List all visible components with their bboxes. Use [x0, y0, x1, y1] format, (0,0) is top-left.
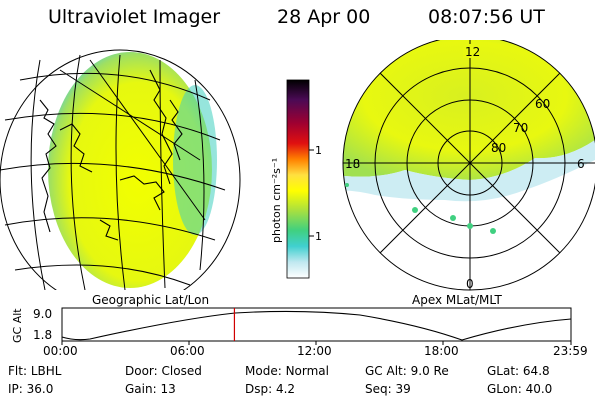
mlat-label-70: 70: [513, 121, 528, 135]
xtick-1800: 18:00: [424, 344, 459, 358]
mlt-label-12: 12: [465, 45, 480, 59]
aurora-spots: [345, 183, 496, 234]
polar-plot: 12 18 6 0 60 70 80: [342, 40, 595, 291]
altitude-ylabel: GC Alt: [11, 308, 24, 343]
altitude-curve: [61, 310, 572, 341]
xtick-0600: 06:00: [170, 344, 205, 358]
door-field: Door: Closed: [125, 364, 202, 378]
xtick-2359: 23:59: [553, 344, 588, 358]
coastlines: [39, 69, 183, 241]
altitude-xticks: [61, 341, 572, 345]
mlat-label-80: 80: [491, 141, 506, 155]
mlt-label-6: 6: [577, 157, 585, 171]
gcalt-field: GC Alt: 9.0 Re: [365, 364, 449, 378]
aurora-image: [48, 52, 212, 288]
date-label: 28 Apr 00: [277, 6, 371, 28]
colorbar-label: photon cm⁻²s⁻¹: [270, 158, 283, 243]
colorbar-tick-10: 10: [315, 230, 322, 243]
ip-field: IP: 36.0: [8, 382, 54, 396]
lat-lon-grid: [0, 49, 241, 290]
glat-field: GLat: 64.8: [487, 364, 550, 378]
altitude-ytick-low: 1.8: [33, 328, 52, 342]
seq-field: Seq: 39: [365, 382, 411, 396]
geographic-map: [0, 49, 241, 290]
time-label: 08:07:56 UT: [428, 6, 545, 28]
colorbar-tick-100: 100: [315, 144, 322, 157]
altitude-ytick-high: 9.0: [33, 307, 52, 321]
mode-field: Mode: Normal: [245, 364, 329, 378]
altitude-plot: GC Alt 9.0 1.8: [11, 307, 572, 345]
map-label: Geographic Lat/Lon: [92, 293, 210, 307]
page-title: Ultraviolet Imager: [48, 6, 221, 28]
polar-aurora: [343, 40, 595, 180]
mlt-label-0: 0: [466, 277, 474, 291]
gain-field: Gain: 13: [125, 382, 176, 396]
xtick-0000: 00:00: [43, 344, 78, 358]
colorbar: 100 10 photon cm⁻²s⁻¹: [270, 79, 322, 279]
flt-field: Flt: LBHL: [8, 364, 62, 378]
xtick-1200: 12:00: [297, 344, 332, 358]
polar-aurora-edge: [343, 140, 595, 202]
glon-field: GLon: 40.0: [487, 382, 553, 396]
polar-grid: [342, 40, 595, 291]
dayside-glow: [173, 85, 217, 235]
polar-label: Apex MLat/MLT: [412, 293, 502, 307]
mlt-label-18: 18: [345, 157, 360, 171]
dsp-field: Dsp: 4.2: [245, 382, 296, 396]
mlat-label-60: 60: [535, 97, 550, 111]
